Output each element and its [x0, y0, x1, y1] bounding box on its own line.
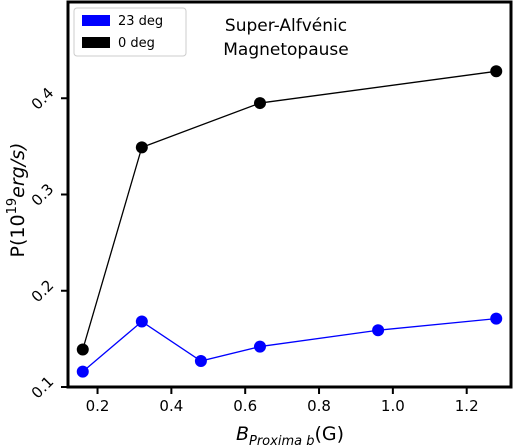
data-point-23-deg — [135, 315, 148, 328]
series-line-0-deg — [82, 70, 497, 350]
x-tick-label: 0.6 — [233, 397, 257, 415]
y-axis-label-sup: 19 — [5, 198, 20, 215]
data-point-23-deg — [372, 324, 385, 337]
data-point-23-deg — [490, 312, 503, 325]
annotation-line-1: Super-Alfvénic — [225, 16, 347, 36]
annotation-line-2: Magnetopause — [223, 40, 348, 60]
x-tick-label: 0.8 — [307, 397, 331, 415]
data-point-23-deg — [76, 365, 89, 378]
x-axis-label-main: B — [236, 423, 249, 445]
x-axis-label-tail: (G) — [314, 423, 344, 445]
data-point-0-deg — [135, 141, 148, 154]
data-point-23-deg — [253, 340, 266, 353]
y-axis-label-tail: erg/s) — [7, 143, 29, 198]
legend-label-0-deg: 0 deg — [118, 36, 155, 51]
data-point-0-deg — [76, 343, 89, 356]
x-tick-label: 1.0 — [381, 397, 405, 415]
y-axis: 0.1 0.2 0.3 0.4 — [28, 84, 68, 402]
x-axis-label-sub: Proxima b — [249, 434, 314, 446]
data-point-0-deg — [253, 97, 266, 110]
legend-label-23-deg: 23 deg — [118, 14, 163, 29]
data-point-23-deg — [194, 355, 207, 368]
data-point-0-deg — [490, 65, 503, 78]
y-tick-label: 0.2 — [28, 276, 58, 306]
legend-swatch-0-deg — [82, 37, 110, 48]
y-tick-label: 0.1 — [28, 373, 58, 403]
y-axis-label: P(1019erg/s) — [5, 143, 29, 258]
x-tick-label: 0.2 — [86, 397, 110, 415]
y-tick-label: 0.4 — [28, 84, 58, 114]
x-axis-label: BProxima b(G) — [236, 423, 344, 446]
x-tick-label: 1.2 — [455, 397, 479, 415]
y-tick-label: 0.3 — [28, 180, 58, 210]
x-axis: 0.2 0.4 0.6 0.8 1.0 1.2 — [86, 387, 479, 415]
series-line-23-deg — [82, 318, 497, 373]
legend: 23 deg 0 deg — [73, 7, 187, 57]
y-axis-label-main: P(10 — [7, 214, 29, 257]
legend-swatch-23-deg — [82, 15, 110, 26]
x-tick-label: 0.4 — [159, 397, 183, 415]
